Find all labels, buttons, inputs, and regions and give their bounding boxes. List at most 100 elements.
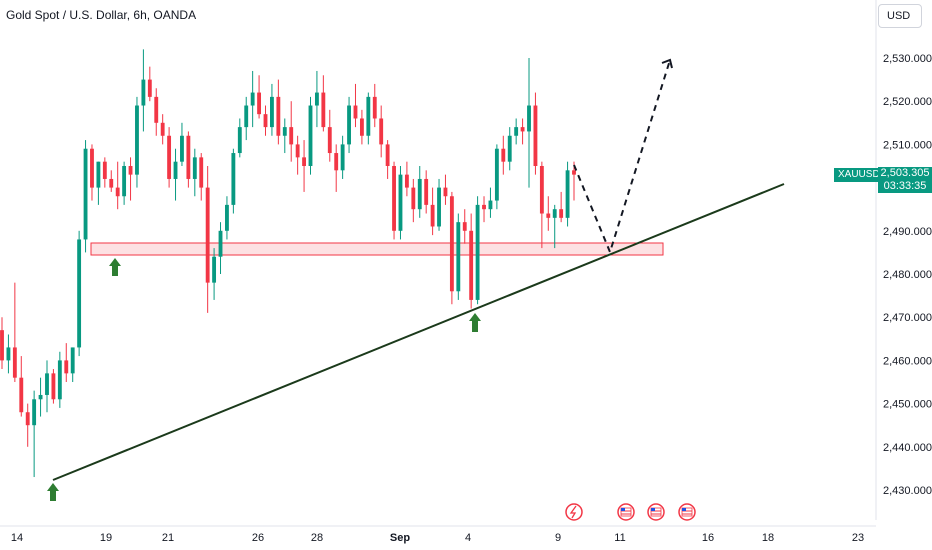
candle-body <box>115 187 120 197</box>
candle[interactable] <box>520 118 525 145</box>
candle[interactable] <box>45 360 49 413</box>
candle[interactable] <box>424 170 429 214</box>
candle[interactable] <box>122 161 127 205</box>
candle[interactable] <box>514 118 519 145</box>
candle[interactable] <box>180 122 184 166</box>
candle[interactable] <box>109 170 114 192</box>
candle[interactable] <box>19 356 24 417</box>
candle[interactable] <box>64 343 69 382</box>
candle[interactable] <box>38 377 43 417</box>
candle[interactable] <box>456 213 461 300</box>
ascending-trendline[interactable] <box>52 183 785 481</box>
candle[interactable] <box>398 166 403 240</box>
candle[interactable] <box>321 75 326 132</box>
candle[interactable] <box>135 96 139 188</box>
candle[interactable] <box>276 79 281 145</box>
candle[interactable] <box>270 83 274 136</box>
candle[interactable] <box>559 191 564 223</box>
candle[interactable] <box>308 96 313 175</box>
candle[interactable] <box>90 144 94 201</box>
candle[interactable] <box>469 213 474 309</box>
candle[interactable] <box>51 369 56 404</box>
candle[interactable] <box>32 390 37 478</box>
candle[interactable] <box>244 96 249 141</box>
candle[interactable] <box>340 135 345 179</box>
candle[interactable] <box>539 161 544 249</box>
candle[interactable] <box>199 153 204 201</box>
candle[interactable] <box>565 161 570 227</box>
candle[interactable] <box>482 196 486 223</box>
candle[interactable] <box>475 196 480 305</box>
candle[interactable] <box>507 127 512 171</box>
candle[interactable] <box>437 178 441 231</box>
candle[interactable] <box>12 282 17 382</box>
candle[interactable] <box>115 161 120 210</box>
candle[interactable] <box>546 196 551 231</box>
candle[interactable] <box>462 209 467 244</box>
candle[interactable] <box>154 88 159 136</box>
candle[interactable] <box>70 347 75 382</box>
candle[interactable] <box>257 75 262 119</box>
candle[interactable] <box>366 92 371 145</box>
candle[interactable] <box>289 101 294 162</box>
candle[interactable] <box>334 144 339 192</box>
candle[interactable] <box>77 230 82 357</box>
candle[interactable] <box>147 66 152 102</box>
candle[interactable] <box>314 70 319 128</box>
candle[interactable] <box>359 109 364 145</box>
candle[interactable] <box>96 161 101 205</box>
candle[interactable] <box>282 118 287 154</box>
candle[interactable] <box>0 317 4 370</box>
candle[interactable] <box>449 191 454 305</box>
candle[interactable] <box>192 148 197 197</box>
candle[interactable] <box>430 187 435 236</box>
candle[interactable] <box>295 135 300 175</box>
candle[interactable] <box>572 161 576 201</box>
candle[interactable] <box>494 144 499 210</box>
candle[interactable] <box>212 248 217 300</box>
candle[interactable] <box>250 70 255 128</box>
us-flag-icon[interactable] <box>647 503 665 521</box>
candle[interactable] <box>225 196 229 240</box>
event-icon[interactable] <box>565 503 583 521</box>
candle[interactable] <box>527 58 531 188</box>
candle[interactable] <box>57 351 62 408</box>
candle[interactable] <box>302 140 306 192</box>
candle[interactable] <box>237 118 242 158</box>
candle[interactable] <box>205 166 210 313</box>
candle[interactable] <box>372 83 377 128</box>
candle[interactable] <box>83 140 88 253</box>
candle[interactable] <box>353 83 358 128</box>
candle[interactable] <box>186 131 191 188</box>
candle[interactable] <box>392 161 396 240</box>
candle[interactable] <box>443 174 448 205</box>
candle[interactable] <box>552 204 557 249</box>
us-flag-icon[interactable] <box>678 503 696 521</box>
candle[interactable] <box>379 105 384 158</box>
us-flag-icon[interactable] <box>617 503 635 521</box>
candle[interactable] <box>218 222 223 274</box>
candle[interactable] <box>6 334 11 374</box>
candle[interactable] <box>385 140 390 179</box>
time-axis[interactable]: 14 19 21 26 28 Sep 4 9 11 16 18 23 <box>11 532 864 544</box>
candle[interactable] <box>173 148 178 201</box>
candle[interactable] <box>263 105 268 136</box>
candle[interactable] <box>25 403 30 447</box>
candle[interactable] <box>501 135 506 175</box>
candle[interactable] <box>160 114 165 145</box>
candle[interactable] <box>488 187 493 218</box>
candle[interactable] <box>533 92 538 175</box>
candle[interactable] <box>167 127 172 188</box>
candle[interactable] <box>128 157 133 201</box>
currency-button[interactable]: USD <box>878 4 922 28</box>
candle[interactable] <box>141 49 146 132</box>
candle[interactable] <box>417 166 422 218</box>
candle[interactable] <box>411 178 416 223</box>
candle[interactable] <box>347 96 351 154</box>
candle[interactable] <box>102 157 107 188</box>
candle[interactable] <box>231 148 236 214</box>
candle[interactable] <box>404 161 409 197</box>
candle[interactable] <box>327 109 332 162</box>
support-zone[interactable] <box>90 242 664 256</box>
